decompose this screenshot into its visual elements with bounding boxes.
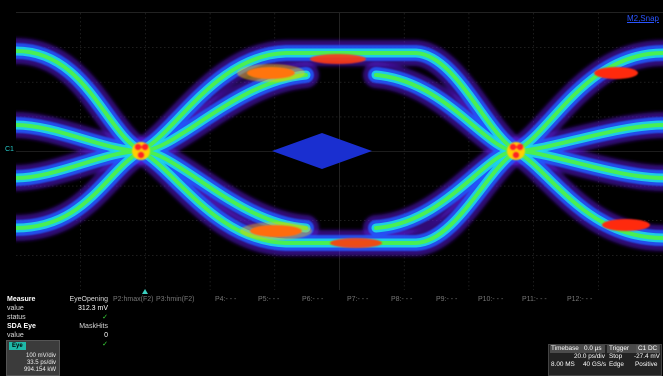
status-label: status (7, 314, 26, 321)
param-header: P4:- - - (215, 296, 237, 303)
mask-hits-param[interactable]: MaskHits 0 ✓ (60, 322, 108, 349)
trace-label[interactable]: M2,Snap (626, 14, 659, 23)
param-header: P3:hmin(F2) (156, 296, 195, 303)
eye-mask (272, 133, 372, 169)
sample-count: 994.154 kW (23, 367, 56, 373)
sda-eye-title[interactable]: SDA Eye (7, 323, 36, 330)
param-value: 0 (104, 332, 108, 339)
param-p5[interactable]: P5:- - - (258, 295, 279, 304)
param-p7[interactable]: P7:- - - (347, 295, 368, 304)
param-p11[interactable]: P11:- - - (522, 295, 547, 304)
param-p8[interactable]: P8:- - - (391, 295, 412, 304)
param-header: P7:- - - (347, 296, 369, 303)
param-header: P11:- - - (522, 296, 547, 303)
value-label-2: value (7, 332, 24, 339)
trigger-slope: Positive (635, 361, 658, 368)
trigger-source: C1 DC (636, 345, 660, 353)
channel-tag: Eye (9, 342, 26, 350)
param-status-check: ✓ (102, 314, 108, 321)
param-header: MaskHits (79, 323, 108, 330)
param-header: P5:- - - (258, 296, 280, 303)
param-p9[interactable]: P9:- - - (436, 295, 457, 304)
trigger-label: Trigger (609, 345, 630, 352)
timebase-trigger-descriptor[interactable]: Timebase 0.0 µs 20.0 ps/div 8.00 MS 40 G… (548, 344, 662, 376)
channel-ground-marker: C1 (5, 146, 14, 153)
param-p12[interactable]: P12:- - - (567, 295, 592, 304)
vertical-scale: 100 mV/div (25, 353, 56, 359)
timebase-hdiv: 20.0 ps/div (574, 353, 605, 360)
timebase-samples: 8.00 MS (551, 361, 575, 368)
param-header: P8:- - - (391, 296, 413, 303)
trigger-header[interactable] (607, 345, 660, 353)
param-p4[interactable]: P4:- - - (215, 295, 236, 304)
param-header: EyeOpening (69, 296, 108, 303)
trigger-level: -27.4 mV (634, 353, 660, 360)
param-p2[interactable]: P2:hmax(F2) (113, 295, 153, 304)
param-header: P12:- - - (567, 296, 593, 303)
param-value: 312.3 mV (78, 305, 108, 312)
horizontal-scale: 33.5 ps/div (26, 360, 56, 366)
value-label: value (7, 305, 24, 312)
timebase-label: Timebase (551, 345, 579, 352)
param-p6[interactable]: P6:- - - (302, 295, 323, 304)
eye-diagram (16, 13, 663, 290)
timebase-rate: 40 GS/s (583, 361, 607, 368)
param-header: P10:- - - (478, 296, 504, 303)
trigger-position-marker[interactable] (142, 289, 148, 294)
param-p3[interactable]: P3:hmin(F2) (156, 295, 195, 304)
waveform-grid[interactable]: M2,Snap (16, 12, 663, 290)
param-p1[interactable]: EyeOpening 312.3 mV ✓ (60, 295, 108, 322)
trigger-mode: Stop (609, 353, 623, 360)
eye-channel-descriptor[interactable]: Eye 100 mV/div 33.5 ps/div 994.154 kW (6, 340, 60, 376)
timebase-offset: 0.0 µs (584, 345, 602, 352)
measure-title[interactable]: Measure (7, 296, 36, 303)
param-header: P9:- - - (436, 296, 458, 303)
eye-traces (16, 38, 663, 256)
param-p10[interactable]: P10:- - - (478, 295, 503, 304)
param-header: P2:hmax(F2) (113, 296, 154, 303)
param-header: P6:- - - (302, 296, 324, 303)
trigger-type: Edge (609, 361, 624, 368)
timebase-header[interactable] (550, 345, 605, 353)
param-status-check: ✓ (102, 341, 108, 348)
